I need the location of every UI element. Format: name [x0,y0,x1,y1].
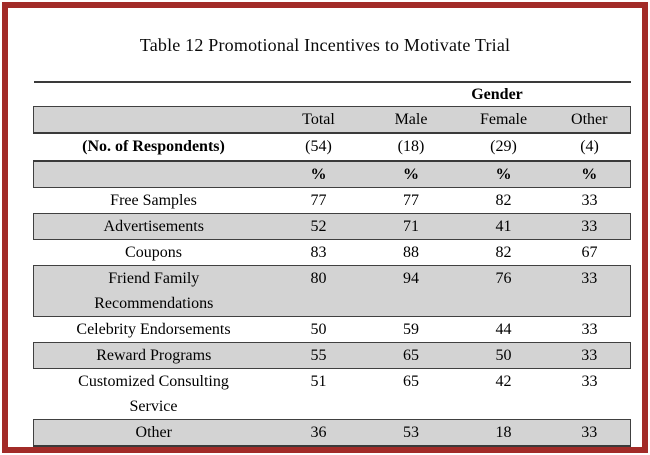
value-cell: 88 [363,239,459,266]
value-cell: 82 [458,187,549,214]
table-row-celebrity-endorsements: Celebrity Endorsements 50 59 44 33 [33,316,631,343]
empty-cell [33,106,274,134]
unit-female: % [458,161,549,188]
table-title: Table 12 Promotional Incentives to Motiv… [139,35,511,55]
value-cell: 83 [273,239,364,266]
table-row-customized-consulting-service: Customized Consulting Service 51 65 42 3… [33,368,631,420]
value-cell: 41 [458,213,549,240]
respondents-male: (18) [363,133,459,162]
value-cell: 36 [273,419,364,447]
value-cell: 51 [273,368,364,420]
row-label: Customized Consulting Service [33,368,274,420]
empty-cell [33,81,274,107]
row-label: Advertisements [33,213,274,240]
value-cell: 50 [273,316,364,343]
gender-spanner-header: Gender [363,81,631,107]
table-row-reward-programs: Reward Programs 55 65 50 33 [33,342,632,369]
value-cell: 44 [458,316,549,343]
value-cell: 80 [273,265,364,317]
value-cell: 82 [458,239,549,266]
col-header-female: Female [458,106,549,134]
value-cell: 65 [363,368,459,420]
value-cell: 33 [548,213,632,240]
col-header-male: Male [363,106,459,134]
value-cell: 33 [548,342,632,369]
column-header-row: Total Male Female Other [33,106,632,134]
row-label: Friend Family Recommendations [33,265,274,317]
value-cell: 18 [458,419,549,447]
value-cell: 33 [548,265,632,317]
respondents-other: (4) [548,133,631,162]
value-cell: 76 [458,265,549,317]
row-label: Free Samples [33,187,274,214]
value-cell: 67 [548,239,631,266]
incentives-table: Gender Total Male Female Other (No. of R… [33,81,632,447]
gender-spanner-row: Gender [33,81,631,107]
value-cell: 59 [363,316,459,343]
table-row-friend-family-recommendations: Friend Family Recommendations 80 94 76 3… [33,265,632,317]
value-cell: 52 [273,213,364,240]
value-cell: 94 [363,265,459,317]
table-row-other: Other 36 53 18 33 [33,419,632,447]
respondents-female: (29) [458,133,549,162]
table-row-free-samples: Free Samples 77 77 82 33 [33,187,631,214]
unit-total: % [273,161,364,188]
value-cell: 71 [363,213,459,240]
row-label: Reward Programs [33,342,274,369]
respondents-label: (No. of Respondents) [33,133,274,162]
table-row-coupons: Coupons 83 88 82 67 [33,239,631,266]
row-label: Celebrity Endorsements [33,316,274,343]
row-label: Coupons [33,239,274,266]
table-row-advertisements: Advertisements 52 71 41 33 [33,213,632,240]
col-header-total: Total [273,106,364,134]
empty-cell [33,161,274,188]
value-cell: 77 [273,187,364,214]
unit-row: % % % % [33,161,632,188]
value-cell: 33 [548,187,631,214]
value-cell: 33 [548,368,631,420]
value-cell: 53 [363,419,459,447]
value-cell: 33 [548,419,632,447]
col-header-other: Other [548,106,632,134]
value-cell: 65 [363,342,459,369]
value-cell: 50 [458,342,549,369]
value-cell: 33 [548,316,631,343]
respondents-row: (No. of Respondents) (54) (18) (29) (4) [33,133,631,162]
unit-male: % [363,161,459,188]
value-cell: 55 [273,342,364,369]
respondents-total: (54) [273,133,364,162]
row-label: Other [33,419,274,447]
value-cell: 42 [458,368,549,420]
unit-other: % [548,161,632,188]
value-cell: 77 [363,187,459,214]
empty-cell [273,81,364,107]
